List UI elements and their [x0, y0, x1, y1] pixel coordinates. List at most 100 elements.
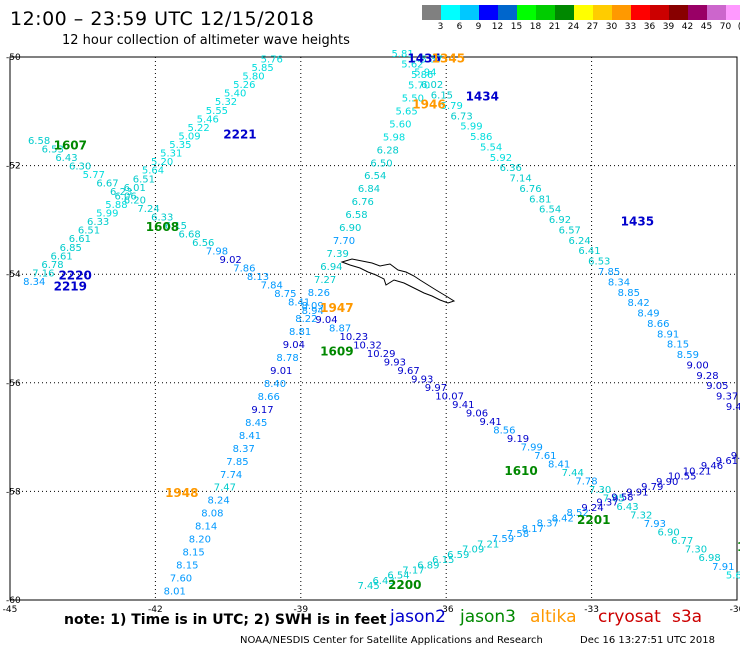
legend-swatch: [631, 5, 650, 20]
wave-height-label: 7.30: [589, 485, 611, 496]
legend-label: 3: [437, 22, 444, 32]
wave-height-label: 9.97: [425, 383, 447, 394]
legend-label: 39: [662, 22, 675, 32]
wave-height-label: 8.40: [264, 379, 286, 390]
wave-height-label: 6.51: [78, 226, 100, 237]
wave-height-label: 9.17: [251, 405, 273, 416]
wave-height-label: 9.79: [641, 482, 663, 493]
wave-height-label: 6.23: [110, 187, 132, 198]
wave-height-label: 8.75: [274, 289, 296, 300]
wave-height-label: 6.30: [69, 161, 91, 172]
wave-height-label: 5.92: [490, 153, 512, 164]
wave-height-label: 6.58: [28, 136, 50, 147]
wave-height-label: 5.99: [460, 122, 482, 133]
pass-time-label: 1608: [146, 220, 179, 234]
wave-height-label: 7.58: [507, 529, 529, 540]
wave-height-label: 9.67: [397, 366, 419, 377]
wave-height-label: 7.39: [327, 249, 349, 260]
wave-height-label: 9.01: [270, 366, 292, 377]
wave-height-label: 6.58: [345, 210, 367, 221]
wave-height-label: 7.44: [562, 468, 584, 479]
wave-height-label: 6.15: [431, 91, 453, 102]
credit-text: NOAA/NESDIS Center for Satellite Applica…: [240, 635, 543, 646]
legend-swatch: [669, 5, 688, 20]
wave-height-label: 8.13: [247, 272, 269, 283]
wave-height-label: 5.46: [197, 114, 219, 125]
pass-time-label: 1609: [320, 345, 353, 359]
wave-height-label: 9.28: [696, 371, 718, 382]
wave-height-label: 5.31: [160, 149, 182, 160]
wave-height-label: 6.84: [358, 184, 380, 195]
wave-height-label: 6.33: [151, 213, 173, 224]
wave-height-label: 9.24: [581, 503, 603, 514]
legend-swatch: [612, 5, 631, 20]
chart-subtitle: 12 hour collection of altimeter wave hei…: [62, 33, 350, 48]
wave-height-label: 5.09: [178, 131, 200, 142]
legend-label: 24: [567, 22, 580, 32]
satellite-jason2-label: jason2: [390, 607, 446, 627]
wave-height-label: 7.14: [509, 174, 531, 185]
legend-swatch: [479, 5, 498, 20]
lon-tick-label: -45: [3, 605, 18, 615]
wave-height-label: 8.42: [552, 513, 574, 524]
wave-height-label: 8.81: [289, 327, 311, 338]
legend-swatch: [422, 5, 441, 20]
wave-height-label: 5.77: [83, 170, 105, 181]
legend-swatch: [726, 5, 740, 20]
pass-time-label: 2220: [58, 269, 91, 283]
note-text: note: 1) Time is in UTC; 2) SWH is in fe…: [64, 612, 387, 628]
wave-height-label: 8.45: [245, 418, 267, 429]
wave-height-label: 9.19: [507, 434, 529, 445]
wave-height-label: 5.79: [441, 101, 463, 112]
wave-height-label: 5.65: [395, 106, 417, 117]
wave-height-label: 10.21: [683, 466, 712, 477]
wave-height-label: 9.37: [716, 392, 738, 403]
pass-time-label: 1607: [54, 138, 87, 152]
wave-height-label: 9.04: [315, 315, 337, 326]
legend-swatch: [574, 5, 593, 20]
pass-time-label: 2219: [54, 279, 87, 293]
wave-height-label: 9.47: [726, 402, 740, 413]
wave-height-label: 6.53: [42, 144, 64, 155]
wave-height-label: 8.34: [23, 277, 45, 288]
wave-height-label: 5.86: [470, 132, 492, 143]
wave-height-label: 9.37: [596, 498, 618, 509]
wave-height-label: 8.56: [493, 425, 515, 436]
wave-height-label: 6.85: [60, 243, 82, 254]
pass-time-label: 1610: [504, 464, 537, 478]
wave-height-label: 5.54: [480, 142, 502, 153]
wave-height-label: 8.85: [618, 288, 640, 299]
wave-height-label: 10.29: [367, 349, 396, 360]
wave-height-label: 9.93: [384, 357, 406, 368]
legend-label: 33: [624, 22, 637, 32]
wave-height-label: 6.51: [133, 174, 155, 185]
wave-height-label: 7.21: [477, 539, 499, 550]
wave-height-label: 7.60: [170, 574, 192, 585]
wave-height-label: 7.17: [402, 566, 424, 577]
wave-height-label: 6.90: [657, 528, 679, 539]
coastline-south-georgia: [340, 258, 456, 304]
wave-height-label: 6.98: [698, 553, 720, 564]
wave-height-label: 5.50: [402, 93, 424, 104]
legend-swatch: [688, 5, 707, 20]
wave-height-label: 5.98: [383, 132, 405, 143]
wave-height-label: 7.98: [206, 247, 228, 258]
wave-height-label: 6.43: [372, 576, 394, 587]
wave-height-label: 5.81: [391, 49, 413, 60]
wave-height-label: 6.02: [421, 80, 443, 91]
lat-tick-label: -52: [6, 162, 21, 172]
wave-height-label: 5.35: [169, 140, 191, 151]
wave-height-label: 8.22: [295, 314, 317, 325]
wave-height-label: 6.61: [69, 234, 91, 245]
wave-height-label: 5.88: [105, 200, 127, 211]
wave-height-label: 10.32: [353, 340, 382, 351]
legend-label: 18: [529, 22, 542, 32]
legend-label: (ft): [735, 22, 740, 32]
legend-swatch: [555, 5, 574, 20]
legend-swatch: [460, 5, 479, 20]
wave-height-label: 10.23: [340, 332, 369, 343]
wave-height-label: 7.05: [603, 494, 625, 505]
wave-height-label: 5.32: [215, 97, 237, 108]
wave-height-label: 6.06: [114, 191, 136, 202]
